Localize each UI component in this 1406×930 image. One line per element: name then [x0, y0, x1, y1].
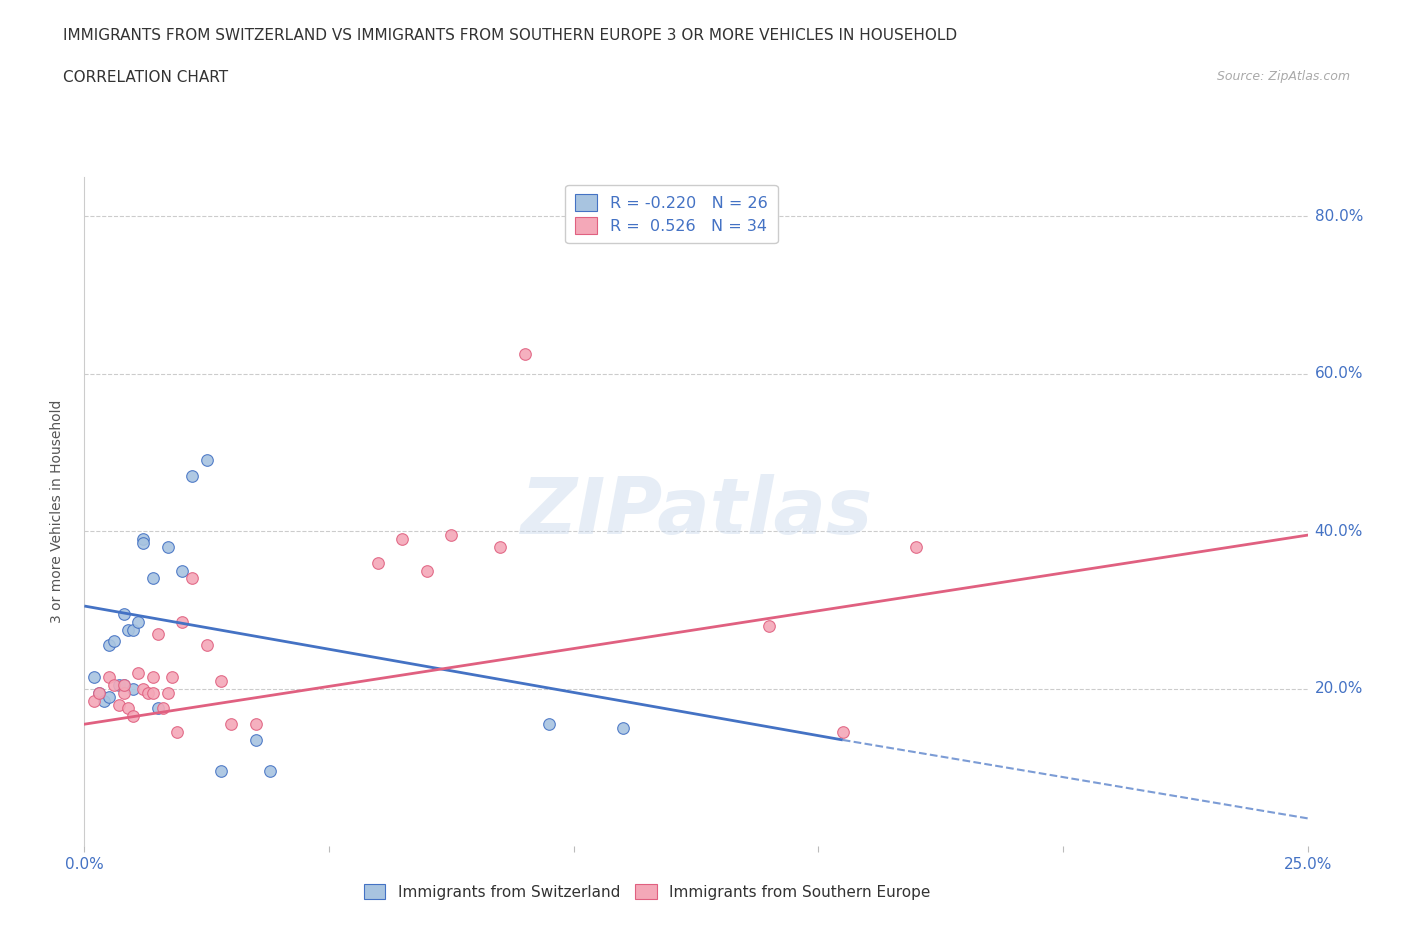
Point	[132, 682, 155, 697]
Point	[156, 685, 179, 700]
Point	[172, 564, 194, 578]
Point	[83, 693, 105, 708]
Point	[136, 685, 159, 700]
Point	[103, 677, 125, 692]
Point	[367, 555, 389, 570]
Point	[142, 670, 165, 684]
Point	[142, 685, 165, 700]
Text: CORRELATION CHART: CORRELATION CHART	[63, 70, 228, 85]
Point	[831, 724, 853, 739]
Point	[513, 347, 536, 362]
Point	[132, 536, 155, 551]
Text: 20.0%: 20.0%	[1315, 682, 1362, 697]
Point	[122, 622, 145, 637]
Point	[758, 618, 780, 633]
Point	[132, 532, 155, 547]
Point	[97, 689, 120, 704]
Point	[489, 539, 512, 554]
Point	[259, 764, 281, 779]
Point	[905, 539, 928, 554]
Point	[416, 564, 439, 578]
Point	[166, 724, 188, 739]
Point	[245, 733, 267, 748]
Point	[612, 721, 634, 736]
Point	[103, 634, 125, 649]
Point	[87, 685, 110, 700]
Text: ZIPatlas: ZIPatlas	[520, 473, 872, 550]
Point	[97, 670, 120, 684]
Point	[209, 764, 232, 779]
Point	[181, 469, 204, 484]
Point	[162, 670, 184, 684]
Point	[97, 638, 120, 653]
Point	[538, 717, 561, 732]
Point	[83, 670, 105, 684]
Point	[117, 701, 139, 716]
Point	[172, 615, 194, 630]
Point	[112, 677, 135, 692]
Legend: Immigrants from Switzerland, Immigrants from Southern Europe: Immigrants from Switzerland, Immigrants …	[357, 877, 936, 906]
Point	[127, 666, 149, 681]
Point	[112, 685, 135, 700]
Text: Source: ZipAtlas.com: Source: ZipAtlas.com	[1216, 70, 1350, 83]
Point	[112, 606, 135, 621]
Point	[152, 701, 174, 716]
Point	[440, 527, 463, 542]
Point	[146, 626, 169, 641]
Point	[93, 693, 115, 708]
Point	[112, 677, 135, 692]
Text: 40.0%: 40.0%	[1315, 524, 1362, 538]
Point	[391, 532, 413, 547]
Point	[156, 539, 179, 554]
Point	[245, 717, 267, 732]
Point	[181, 571, 204, 586]
Point	[107, 677, 129, 692]
Y-axis label: 3 or more Vehicles in Household: 3 or more Vehicles in Household	[49, 400, 63, 623]
Point	[146, 701, 169, 716]
Text: 60.0%: 60.0%	[1315, 366, 1362, 381]
Text: 80.0%: 80.0%	[1315, 208, 1362, 223]
Point	[195, 453, 218, 468]
Point	[122, 709, 145, 724]
Text: IMMIGRANTS FROM SWITZERLAND VS IMMIGRANTS FROM SOUTHERN EUROPE 3 OR MORE VEHICLE: IMMIGRANTS FROM SWITZERLAND VS IMMIGRANT…	[63, 28, 957, 43]
Point	[142, 571, 165, 586]
Point	[107, 698, 129, 712]
Point	[122, 682, 145, 697]
Point	[117, 622, 139, 637]
Point	[127, 615, 149, 630]
Point	[219, 717, 242, 732]
Point	[209, 673, 232, 688]
Point	[195, 638, 218, 653]
Point	[87, 685, 110, 700]
